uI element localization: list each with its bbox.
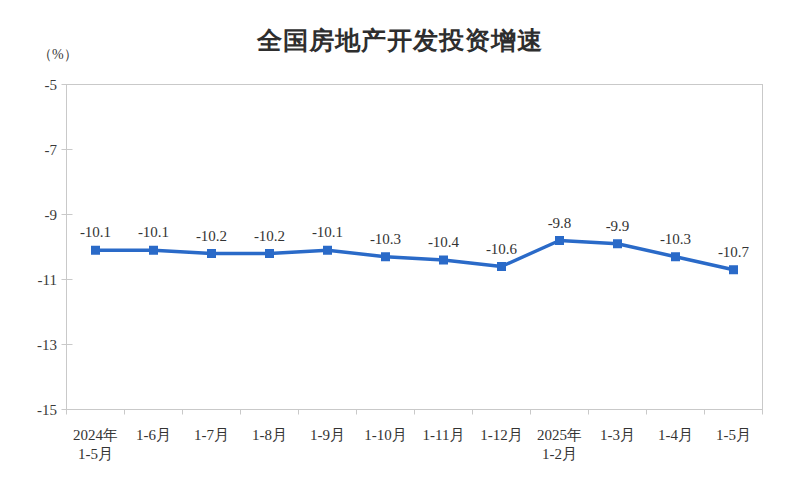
data-point-label: -10.4 [428,234,460,250]
y-axis-tick-label: -11 [38,272,57,288]
y-axis-tick-label: -7 [45,142,58,158]
y-axis-tick-label: -15 [37,402,57,418]
data-point-marker [497,262,506,271]
data-point-label: -9.8 [548,215,572,231]
x-axis-category-label: 1-4月 [658,427,693,443]
data-point-marker [323,246,332,255]
data-point-marker [555,236,564,245]
data-point-marker [439,256,448,265]
data-point-label: -10.1 [138,224,169,240]
data-point-label: -10.2 [254,228,285,244]
x-axis-category-label: 2025年 [537,427,582,443]
data-point-label: -10.7 [718,244,750,260]
data-point-label: -10.3 [370,231,401,247]
x-axis-category-label: 2024年 [73,427,118,443]
data-point-marker [91,246,100,255]
data-point-marker [381,252,390,261]
data-point-label: -10.3 [660,231,691,247]
x-axis-category-label: 1-11月 [423,427,465,443]
y-axis-tick-label: -9 [45,207,58,223]
plot-border [67,85,763,410]
data-point-marker [207,249,216,258]
data-point-label: -10.2 [196,228,227,244]
investment-growth-line-chart: -5 -7 -9 -11 -13 -15 2024年 1-5月 1-6月 1-7月 1-8月 1-9月… [0,0,800,479]
data-point-marker [729,265,738,274]
x-axis-category-label: 1-5月 [78,446,113,462]
y-axis-tick-label: -5 [45,77,58,93]
x-axis-category-label: 1-8月 [252,427,287,443]
x-axis-category-label: 1-2月 [542,446,577,462]
data-point-label: -10.1 [80,224,111,240]
x-axis-category-label: 1-3月 [600,427,635,443]
data-point-marker [265,249,274,258]
x-axis-category-label: 1-9月 [310,427,345,443]
data-point-marker [613,239,622,248]
series-line [96,241,734,270]
data-point-label: -10.6 [486,241,518,257]
x-axis-category-label: 1-6月 [136,427,171,443]
data-point-label: -10.1 [312,224,343,240]
x-axis-category-label: 1-12月 [480,427,523,443]
x-axis-category-label: 1-5月 [716,427,751,443]
x-axis-category-label: 1-7月 [194,427,229,443]
data-point-label: -9.9 [606,218,630,234]
data-point-marker [671,252,680,261]
y-axis-tick-label: -13 [37,337,57,353]
data-point-marker [149,246,158,255]
chart-canvas: 全国房地产开发投资增速 （%） -5-7-9-11-13-152024年1-5月… [0,0,800,479]
x-axis-category-label: 1-10月 [364,427,407,443]
